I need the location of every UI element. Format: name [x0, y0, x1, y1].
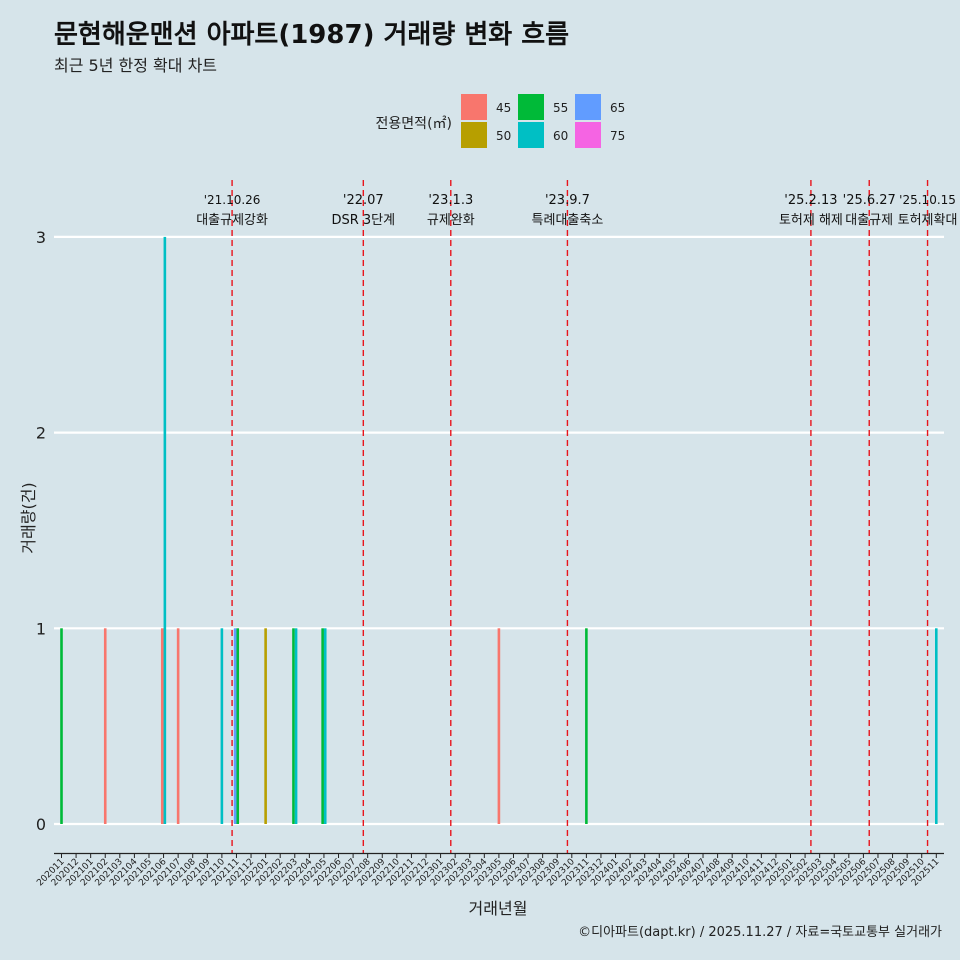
- bar: [585, 628, 588, 824]
- chart-subtitle: 최근 5년 한정 확대 차트: [54, 56, 218, 75]
- event-date: '21.10.26: [204, 193, 261, 207]
- event-label: 특례대출축소: [532, 213, 604, 228]
- bar: [294, 628, 298, 824]
- legend-label: 75: [610, 129, 625, 143]
- legend-label: 55: [553, 101, 568, 115]
- event-label: DSR 3단계: [331, 213, 395, 228]
- bar: [233, 628, 237, 824]
- legend: 전용면적(㎡) 45 50 55 60 65 75: [376, 94, 625, 148]
- legend-swatch: [575, 94, 601, 120]
- y-axis: 0 1 2 3: [36, 228, 46, 834]
- y-tick-label: 2: [36, 424, 46, 443]
- y-tick-label: 1: [36, 619, 46, 638]
- y-axis-label: 거래량(건): [19, 482, 38, 553]
- y-tick-label: 3: [36, 228, 46, 247]
- legend-swatch: [575, 122, 601, 148]
- event-label: 대출규제: [845, 213, 893, 228]
- legend-swatch: [461, 122, 487, 148]
- legend-label: 65: [610, 101, 625, 115]
- legend-label: 60: [553, 129, 568, 143]
- x-axis-label: 거래년월: [469, 899, 528, 918]
- event-date: '25.2.13: [784, 193, 837, 208]
- event-label: 대출규제강화: [196, 213, 268, 228]
- bar: [935, 628, 938, 824]
- event-date: '25.6.27: [843, 193, 896, 208]
- legend-swatch: [518, 94, 544, 120]
- bar: [236, 628, 240, 824]
- event-label: 토허제확대: [898, 213, 958, 228]
- legend-title: 전용면적(㎡): [376, 116, 452, 132]
- legend-swatch: [461, 94, 487, 120]
- bar: [220, 628, 224, 824]
- bar: [292, 628, 295, 824]
- y-tick-label: 0: [36, 815, 46, 834]
- bar: [163, 236, 167, 824]
- bar: [103, 628, 107, 824]
- bar: [160, 628, 164, 824]
- event-date: '22.07: [343, 193, 384, 208]
- event-label: 토허제 해제: [779, 213, 843, 228]
- legend-label: 45: [496, 101, 511, 115]
- event-lines: '21.10.26 대출규제강화 '22.07 DSR 3단계 '23.1.3 규제완화 '…: [196, 180, 957, 853]
- bar: [323, 628, 327, 824]
- bar: [497, 628, 501, 824]
- legend-swatch: [518, 122, 544, 148]
- bar: [60, 628, 63, 824]
- chart-title: 문현해운맨션 아파트(1987) 거래량 변화 흐름: [54, 20, 570, 50]
- x-axis: 2020112020122021012021022021032021042021…: [35, 852, 944, 888]
- event-date: '23.1.3: [428, 193, 473, 208]
- bars: [60, 236, 938, 824]
- bar: [176, 628, 180, 824]
- event-date: '23.9.7: [545, 193, 590, 208]
- source-credit: ©디아파트(dapt.kr) / 2025.11.27 / 자료=국토교통부 실…: [578, 925, 942, 940]
- legend-label: 50: [496, 129, 511, 143]
- event-date: '25.10.15: [899, 193, 956, 207]
- event-label: 규제완화: [427, 213, 475, 228]
- bar: [321, 628, 324, 824]
- bar: [264, 628, 267, 824]
